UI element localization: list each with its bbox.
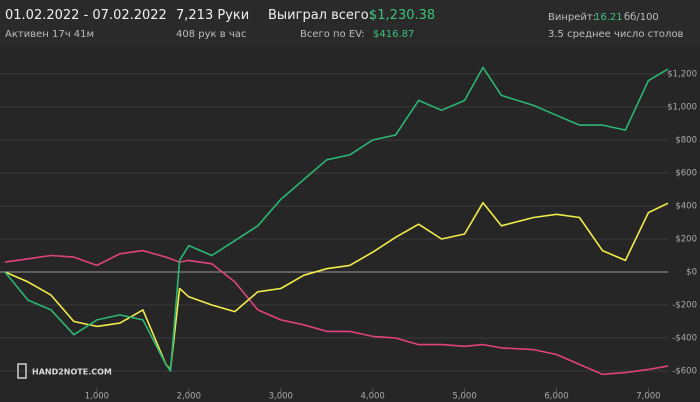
winrate-unit: бб/100 <box>624 12 659 23</box>
tables: 3.5 среднее число столов <box>548 29 684 40</box>
x-tick-label: 4,000 <box>360 392 384 402</box>
header: 01.02.2022 - 07.02.2022 Активен 17ч 41м … <box>0 0 700 46</box>
logo-icon <box>17 363 27 379</box>
winrate-value: 16.21 <box>594 12 623 23</box>
y-tick-label: $200 <box>675 235 697 245</box>
ev-value: $416.87 <box>373 29 415 40</box>
y-tick-label: $600 <box>675 169 697 179</box>
y-tick-label: $1,000 <box>667 103 697 113</box>
y-tick-label: -$600 <box>672 367 697 377</box>
y-tick-label: -$200 <box>672 301 697 311</box>
x-tick-label: 6,000 <box>544 392 568 402</box>
active-time: Активен 17ч 41м <box>5 29 95 40</box>
logo: HAND2NOTE.COM <box>32 368 112 377</box>
series-line <box>4 249 669 376</box>
y-tick-label: $1,200 <box>667 70 697 80</box>
x-tick-label: 1,000 <box>85 392 109 402</box>
y-tick-label: -$400 <box>672 334 697 344</box>
date-range: 01.02.2022 - 07.02.2022 <box>5 8 167 23</box>
hands: 7,213 Руки <box>176 8 250 23</box>
y-tick-label: $800 <box>675 136 697 146</box>
y-tick-label: $0 <box>686 268 697 278</box>
series-line <box>4 201 669 371</box>
x-tick-label: 7,000 <box>636 392 660 402</box>
won-value: $1,230.38 <box>369 8 436 23</box>
won-label: Выиграл всего: <box>268 8 374 23</box>
ev-label: Всего по EV: <box>300 29 365 40</box>
x-tick-label: 5,000 <box>452 392 476 402</box>
series-line <box>4 66 669 372</box>
hands-per-hour: 408 рук в час <box>176 29 247 40</box>
x-tick-label: 2,000 <box>177 392 201 402</box>
x-tick-label: 3,000 <box>269 392 293 402</box>
y-tick-label: $400 <box>675 202 697 212</box>
winrate-label: Винрейт: <box>548 12 597 23</box>
